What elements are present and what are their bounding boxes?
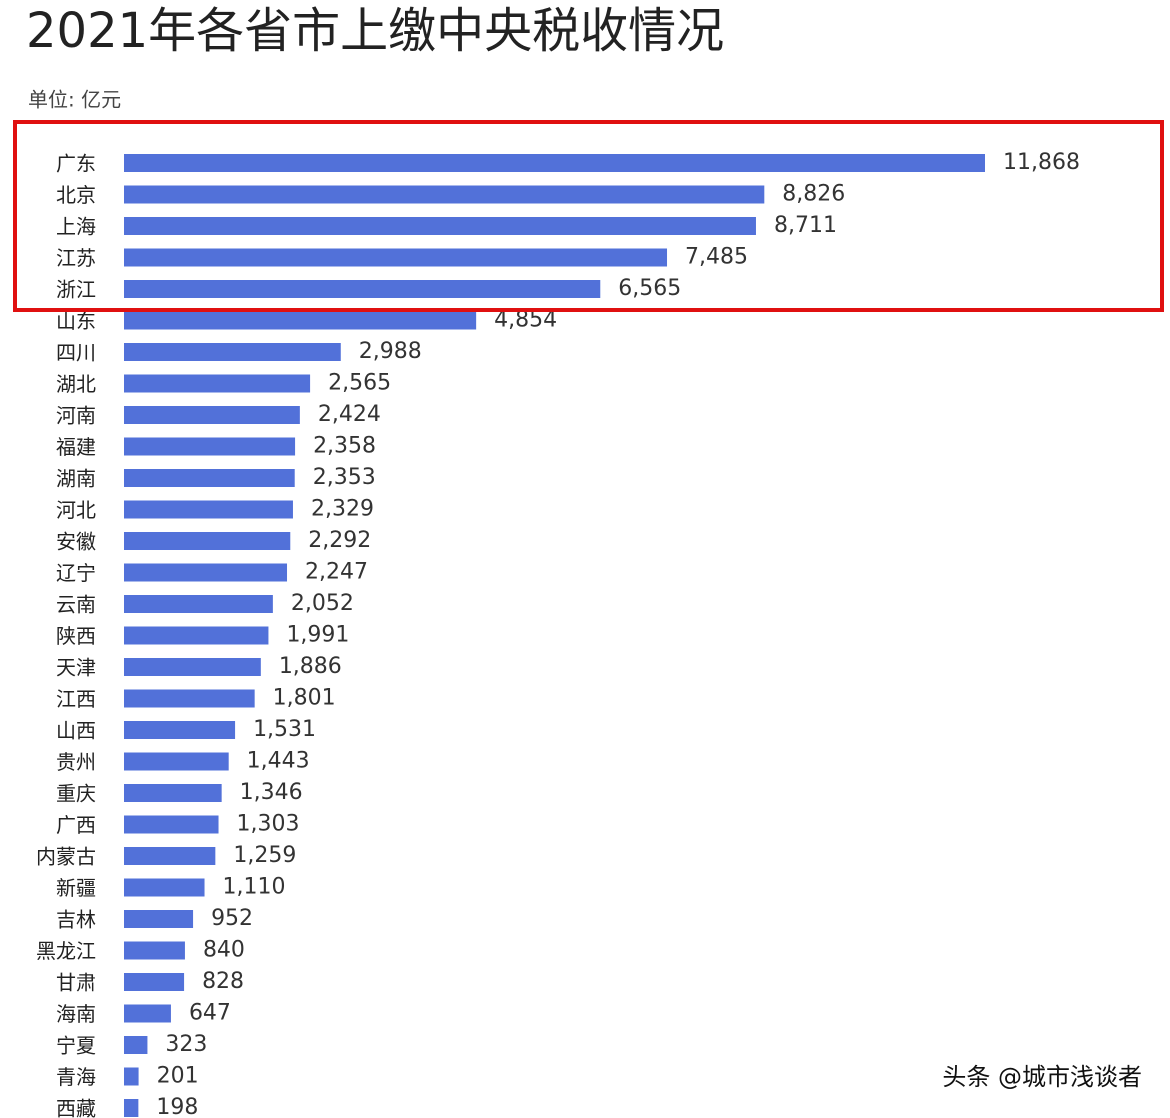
bar [124, 626, 269, 645]
value-label: 2,247 [305, 560, 368, 585]
value-label: 1,801 [273, 686, 336, 711]
value-label: 2,052 [291, 591, 354, 616]
bar [124, 343, 341, 361]
category-label: 黑龙江 [36, 939, 96, 963]
chart-title: 2021年各省市上缴中央税收情况 [26, 3, 724, 59]
value-label: 1,991 [286, 623, 349, 648]
category-label: 四川 [56, 341, 96, 365]
category-label: 宁夏 [56, 1034, 96, 1058]
category-label: 贵州 [56, 750, 96, 774]
bar [124, 878, 205, 897]
value-label: 2,565 [328, 371, 391, 396]
category-label: 重庆 [56, 782, 96, 806]
value-label: 2,329 [311, 497, 374, 522]
value-label: 1,110 [223, 875, 286, 900]
category-label: 辽宁 [56, 561, 96, 585]
bar [124, 563, 288, 582]
bar [124, 406, 300, 424]
bar [124, 1067, 139, 1086]
watermark: 头条 @城市浅谈者 [942, 1063, 1142, 1091]
bar [124, 752, 229, 771]
category-label: 湖南 [56, 467, 96, 491]
bar [124, 185, 765, 204]
value-label: 2,424 [318, 402, 381, 427]
value-label: 7,485 [685, 245, 748, 270]
bar [124, 374, 311, 393]
bar [124, 784, 222, 802]
bar [124, 721, 236, 739]
category-label: 广东 [56, 152, 96, 176]
value-label: 198 [156, 1095, 198, 1118]
value-label: 1,443 [247, 749, 310, 774]
category-label: 内蒙古 [36, 845, 96, 869]
category-label: 青海 [56, 1065, 96, 1089]
value-label: 6,565 [618, 276, 681, 301]
bar [124, 815, 219, 834]
value-label: 1,886 [279, 654, 342, 679]
value-label: 1,303 [237, 812, 300, 837]
category-label: 西藏 [56, 1097, 96, 1118]
bar [124, 217, 756, 235]
category-label: 云南 [56, 593, 96, 617]
bar [124, 1004, 171, 1023]
category-label: 海南 [56, 1002, 96, 1026]
bar [124, 1099, 139, 1117]
value-label: 647 [189, 1001, 231, 1026]
bar [124, 532, 291, 550]
category-label: 浙江 [56, 278, 96, 302]
bar [124, 500, 293, 519]
value-label: 2,353 [313, 465, 376, 490]
category-label: 上海 [56, 215, 96, 239]
category-label: 湖北 [56, 372, 96, 396]
bar [124, 847, 216, 865]
value-label: 1,259 [233, 843, 296, 868]
value-label: 1,346 [240, 780, 303, 805]
category-label: 天津 [56, 656, 96, 680]
value-label: 8,711 [774, 213, 837, 238]
category-label: 陕西 [56, 624, 96, 648]
category-label: 广西 [56, 813, 96, 837]
value-label: 828 [202, 969, 244, 994]
bar [124, 469, 295, 487]
chart-subtitle: 单位: 亿元 [28, 88, 121, 112]
value-label: 2,292 [308, 528, 371, 553]
bar [124, 311, 477, 330]
category-label: 新疆 [56, 876, 96, 900]
bar [124, 248, 668, 267]
value-label: 2,358 [313, 434, 376, 459]
value-label: 2,988 [359, 339, 422, 364]
category-label: 山西 [56, 719, 96, 743]
bar [124, 1036, 148, 1054]
bar [124, 689, 255, 708]
bar [124, 941, 185, 960]
category-label: 甘肃 [56, 971, 96, 995]
bar [124, 910, 194, 928]
value-label: 840 [203, 938, 245, 963]
bar [124, 437, 296, 456]
category-label: 江苏 [56, 246, 96, 270]
highlight-box [13, 120, 1164, 312]
category-label: 福建 [56, 435, 96, 459]
bar [124, 973, 185, 991]
value-label: 1,531 [253, 717, 316, 742]
category-label: 河北 [56, 498, 96, 522]
value-label: 952 [211, 906, 253, 931]
category-label: 江西 [56, 687, 96, 711]
category-label: 山东 [56, 309, 96, 333]
category-label: 河南 [56, 404, 96, 428]
category-label: 吉林 [56, 908, 96, 932]
category-label: 安徽 [56, 530, 96, 554]
bar [124, 154, 985, 172]
bar [124, 658, 261, 676]
value-label: 11,868 [1003, 150, 1080, 175]
value-label: 8,826 [782, 182, 845, 207]
value-label: 201 [157, 1064, 199, 1089]
bar [124, 280, 601, 298]
value-label: 323 [165, 1032, 207, 1057]
bar [124, 595, 273, 613]
category-label: 北京 [56, 183, 96, 207]
